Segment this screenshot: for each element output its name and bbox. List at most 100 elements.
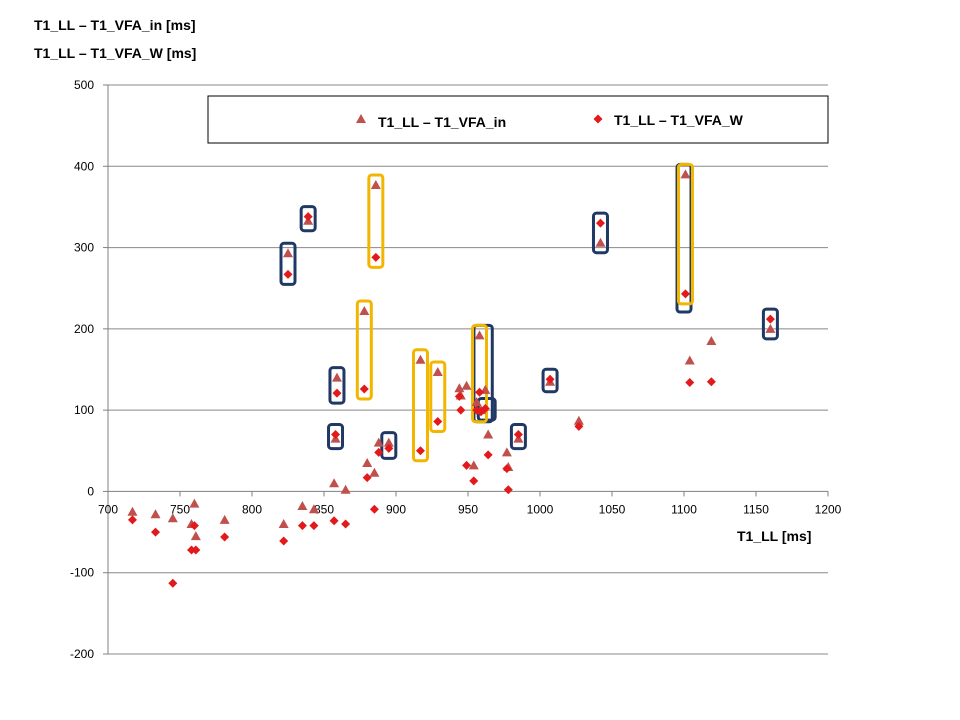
point-w-34: [503, 485, 513, 495]
y-tick-label-0: 0: [87, 484, 94, 498]
point-in-42: [765, 323, 776, 333]
point-w-0: [127, 515, 137, 525]
legend-marker-diamond: [593, 114, 603, 124]
y-tick-label-100: 100: [74, 403, 94, 417]
highlight-box-navy-2: [328, 366, 346, 405]
point-in-1: [150, 509, 161, 519]
point-in-38: [595, 237, 606, 247]
point-in-16: [359, 305, 370, 315]
x-axis-label: T1_LL [ms]: [737, 528, 812, 544]
point-w-41: [706, 377, 716, 387]
point-w-4: [189, 521, 199, 531]
point-in-8: [283, 248, 293, 258]
x-tick-label-1100: 1100: [671, 502, 697, 516]
highlight-box-gold-14: [411, 348, 429, 463]
point-in-39: [680, 169, 691, 179]
highlight-box-gold-17: [676, 162, 694, 306]
highlight-box-gold-12: [367, 173, 385, 269]
point-in-11: [308, 504, 319, 514]
y-tick-label-200: 200: [74, 322, 94, 336]
x-tick-label-900: 900: [386, 502, 406, 516]
x-tick-label-1050: 1050: [599, 502, 626, 516]
x-tick-label-1150: 1150: [743, 502, 769, 516]
point-in-19: [370, 179, 381, 189]
point-in-26: [461, 380, 472, 390]
point-w-40: [685, 378, 695, 388]
point-in-24: [454, 383, 465, 393]
point-in-6: [219, 514, 230, 524]
point-in-12: [329, 478, 340, 488]
point-w-20: [374, 447, 384, 457]
point-w-7: [279, 536, 289, 546]
point-in-33: [501, 447, 512, 457]
point-w-22: [415, 446, 425, 456]
point-in-18: [369, 467, 380, 477]
point-w-5: [191, 545, 201, 555]
point-w-19: [371, 252, 381, 262]
y-tick-label-500: 500: [74, 78, 94, 92]
highlight-box-navy-7: [509, 423, 527, 451]
y-axis-label-line-2: T1_LL – T1_VFA_W [ms]: [34, 45, 197, 61]
point-in-22: [415, 354, 426, 364]
point-in-41: [706, 336, 717, 346]
y-tick-label-400: 400: [74, 159, 94, 173]
point-w-24: [454, 391, 464, 401]
point-w-18: [369, 504, 379, 514]
tick-labels: -200 -100 0 100 200 300 400 500 700 750 800 850 900 9…: [70, 78, 842, 661]
highlight-box-navy-11: [761, 307, 779, 341]
legend: T1_LL – T1_VFA_in T1_LL – T1_VFA_W: [207, 95, 829, 144]
point-w-13: [331, 430, 341, 440]
x-tick-label-850: 850: [314, 502, 334, 516]
point-in-2: [167, 513, 178, 523]
data-points: [127, 169, 776, 588]
highlight-box-navy-1: [299, 205, 317, 233]
point-w-21: [384, 443, 394, 453]
point-w-38: [595, 218, 605, 228]
highlight-box-gold-13: [355, 299, 373, 401]
axes: [103, 84, 829, 655]
point-w-8: [283, 269, 293, 279]
point-in-17: [362, 457, 373, 467]
highlight-box-navy-9: [591, 211, 609, 255]
highlight-box-navy-3: [327, 423, 345, 451]
point-w-17: [362, 473, 372, 483]
point-w-27: [469, 476, 479, 486]
y-tick-label--100: -100: [70, 566, 94, 580]
point-in-21: [383, 437, 394, 447]
point-w-6: [220, 532, 230, 542]
highlight-box-navy-0: [279, 241, 297, 286]
point-in-32: [483, 429, 494, 439]
point-in-23: [432, 366, 443, 376]
point-w-36: [545, 374, 555, 384]
point-in-9: [297, 501, 308, 511]
x-tick-label-1200: 1200: [815, 502, 842, 516]
highlight-box-gold-16: [471, 323, 489, 424]
x-tick-label-750: 750: [170, 502, 190, 516]
point-in-20: [373, 437, 384, 447]
point-w-31: [480, 404, 490, 414]
point-w-33: [502, 464, 512, 474]
point-w-42: [765, 314, 775, 324]
x-tick-label-700: 700: [98, 502, 118, 516]
point-w-39: [680, 289, 690, 299]
point-w-12: [329, 516, 339, 526]
point-w-25: [456, 405, 466, 415]
y-tick-label-300: 300: [74, 241, 94, 255]
point-w-15: [341, 519, 351, 529]
x-tick-label-950: 950: [458, 502, 478, 516]
point-w-32: [483, 450, 493, 460]
point-in-0: [127, 506, 138, 516]
highlight-boxes: [279, 162, 779, 463]
point-in-28: [471, 397, 482, 407]
point-in-40: [684, 355, 695, 365]
legend-frame: [207, 95, 829, 144]
point-in-14: [331, 372, 342, 382]
grid-lines: [108, 84, 828, 655]
point-in-37: [573, 415, 584, 425]
point-w-14: [332, 388, 342, 398]
highlight-box-gold-15: [429, 360, 447, 434]
x-tick-label-1000: 1000: [527, 502, 554, 516]
point-w-29: [475, 387, 485, 397]
point-w-37: [574, 421, 584, 431]
point-w-26: [462, 460, 472, 470]
